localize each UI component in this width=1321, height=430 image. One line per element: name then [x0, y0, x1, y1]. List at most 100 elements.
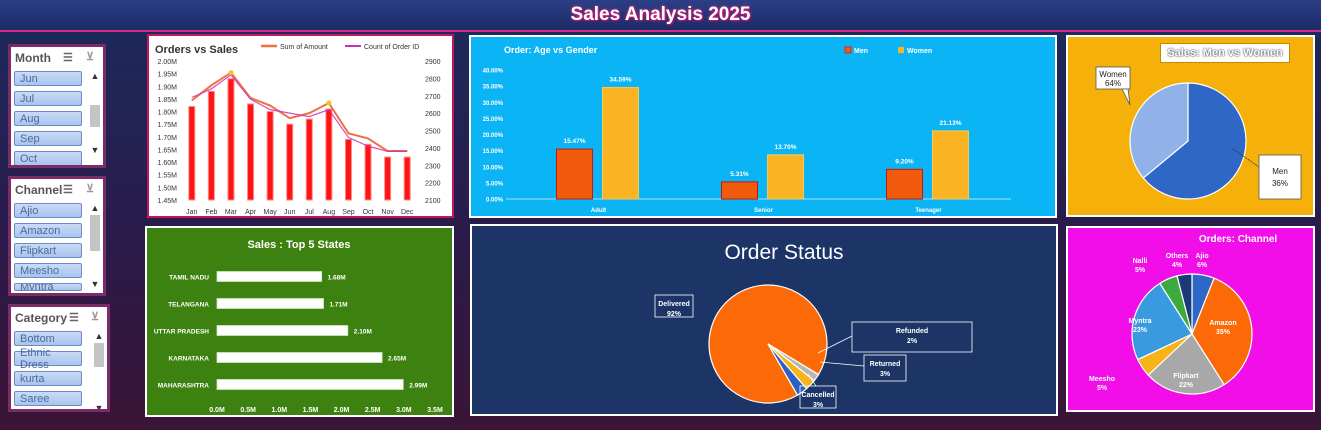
bar-men — [886, 168, 923, 200]
clear-filter-icon[interactable]: ⊻ — [91, 311, 100, 323]
y2-tick-label: 2800 — [425, 76, 441, 83]
slicer-channel-scrollbar[interactable]: ▲ ▼ — [90, 203, 100, 289]
bar — [384, 156, 392, 201]
bar-men — [721, 181, 758, 200]
dashboard-title: Sales Analysis 2025 — [570, 4, 751, 25]
top-states-panel: Sales : Top 5 States 0.0M 0.5M 1.0M 1.5M 2.0… — [145, 226, 454, 417]
scroll-down-icon[interactable]: ▼ — [90, 145, 100, 155]
clear-filter-icon[interactable]: ⊻ — [86, 51, 95, 63]
slicer-item-jun[interactable]: Jun — [14, 71, 82, 86]
slicer-item-myntra[interactable]: Myntra — [14, 283, 82, 291]
y-tick-label: 1.75M — [158, 122, 178, 129]
bar — [216, 325, 349, 336]
slicer-item-ajio[interactable]: Ajio — [14, 203, 82, 218]
x-tick-label: Nov — [381, 209, 394, 216]
slicer-item-bottom[interactable]: Bottom — [14, 331, 82, 346]
orders-vs-sales-chart: Orders vs Sales Sum of Amount Count of O… — [155, 44, 441, 216]
data-label-leader — [817, 335, 853, 354]
y2-tick-label: 2900 — [425, 59, 441, 66]
slicer-month-header: Month ☰ ⊻ — [11, 47, 103, 69]
bar — [403, 156, 411, 201]
x-tick-label: Mar — [225, 209, 238, 216]
scroll-down-icon[interactable]: ▼ — [94, 403, 104, 412]
slicer-category[interactable]: Category ☰ ⊻ Bottom Ethnic Dress kurta S… — [8, 304, 110, 412]
bar — [227, 78, 235, 201]
bar — [216, 271, 323, 282]
slicer-item-kurta[interactable]: kurta — [14, 371, 82, 386]
slicer-item-oct[interactable]: Oct — [14, 151, 82, 165]
multi-select-icon[interactable]: ☰ — [63, 184, 73, 196]
data-label: 2.65M — [388, 356, 406, 363]
data-label: 1.71M — [330, 302, 348, 309]
chart-title: Sales: Men vs Women — [1167, 47, 1283, 59]
slicer-channel[interactable]: Channel ☰ ⊻ Ajio Amazon Flipkart Meesho … — [8, 176, 106, 296]
y2-tick-label: 2400 — [425, 146, 441, 153]
x-tick-label: 1.5M — [303, 407, 319, 414]
data-label: 1.68M — [328, 275, 346, 282]
scroll-up-icon[interactable]: ▲ — [94, 331, 104, 341]
y-tick-label: 30.00% — [483, 101, 504, 107]
bar — [325, 108, 333, 201]
bar — [286, 123, 294, 201]
scroll-down-icon[interactable]: ▼ — [90, 279, 100, 289]
scroll-thumb[interactable] — [94, 343, 104, 367]
data-label-value: 3% — [813, 402, 824, 409]
slicer-month[interactable]: Month ☰ ⊻ Jun Jul Aug Sep Oct ▲ ▼ — [8, 44, 106, 168]
data-label-value: 5% — [1135, 267, 1146, 274]
dashboard-title-bar: Sales Analysis 2025 — [0, 0, 1321, 32]
scroll-thumb[interactable] — [90, 215, 100, 251]
y-tick-label: KARNATAKA — [168, 356, 209, 363]
legend-label: Count of Order ID — [364, 44, 419, 51]
y-tick-label: 40.00% — [483, 69, 504, 75]
y-tick-label: 20.00% — [483, 133, 504, 139]
slicer-item-meesho[interactable]: Meesho — [14, 263, 82, 278]
x-tick-label: Jun — [284, 209, 295, 216]
data-label-value: 23% — [1133, 327, 1148, 334]
scroll-up-icon[interactable]: ▲ — [90, 203, 100, 213]
pie-slice-amazon — [1191, 277, 1253, 386]
orders-channel-panel: Orders: Channel Ajio 6% Amazon 35% Flipkart 2… — [1066, 226, 1315, 412]
slicer-month-scrollbar[interactable]: ▲ ▼ — [90, 71, 100, 155]
orders-vs-sales-panel: Orders vs Sales Sum of Amount Count of O… — [147, 34, 454, 218]
slicer-category-scrollbar[interactable]: ▲ ▼ — [94, 331, 104, 412]
data-label-value: 92% — [667, 311, 682, 318]
slicer-item-ethnic-dress[interactable]: Ethnic Dress — [14, 347, 82, 371]
data-label: 34.59% — [609, 76, 631, 83]
scroll-up-icon[interactable]: ▲ — [90, 71, 100, 81]
men-women-panel: Sales: Men vs Women Women 64% Men 36% — [1066, 35, 1315, 217]
multi-select-icon[interactable]: ☰ — [69, 312, 79, 324]
data-label-leader — [1232, 148, 1260, 168]
clear-filter-icon[interactable]: ⊻ — [86, 183, 95, 195]
slicer-item-sep[interactable]: Sep — [14, 131, 82, 146]
pie-slice-others — [1176, 273, 1193, 335]
slicer-item-saree[interactable]: Saree — [14, 391, 82, 406]
slicer-item-aug[interactable]: Aug — [14, 111, 82, 126]
data-label-value: 5% — [1097, 385, 1108, 392]
slicer-category-header: Category ☰ ⊻ — [11, 307, 107, 329]
data-label-name: Men — [1272, 167, 1288, 176]
line-marker — [326, 100, 332, 106]
data-label: 21.13% — [939, 120, 961, 127]
chart-title: Orders vs Sales — [155, 44, 238, 56]
bar-women — [767, 154, 804, 200]
chart-title-box: Sales: Men vs Women — [1160, 43, 1290, 63]
chart-title: Order Status — [724, 241, 843, 264]
scroll-thumb[interactable] — [90, 105, 100, 127]
multi-select-icon[interactable]: ☰ — [63, 52, 73, 64]
bar — [216, 298, 324, 309]
age-gender-panel: Order: Age vs Gender Men Women 0.00% 5.00… — [469, 35, 1057, 218]
slicer-item-flipkart[interactable]: Flipkart — [14, 243, 82, 258]
x-tick-label: Apr — [245, 209, 257, 216]
x-tick-label: 0.5M — [240, 407, 256, 414]
y-tick-label: 1.45M — [158, 198, 178, 205]
data-label-leader — [807, 373, 817, 387]
bar-women — [602, 86, 639, 200]
slicer-item-jul[interactable]: Jul — [14, 91, 82, 106]
data-label-box — [654, 294, 694, 318]
series-line-amount — [191, 71, 408, 153]
x-tick-label: Aug — [323, 209, 336, 216]
slicer-item-amazon[interactable]: Amazon — [14, 223, 82, 238]
x-tick-label: Jan — [186, 209, 197, 216]
x-tick-label: Adult — [591, 208, 606, 214]
